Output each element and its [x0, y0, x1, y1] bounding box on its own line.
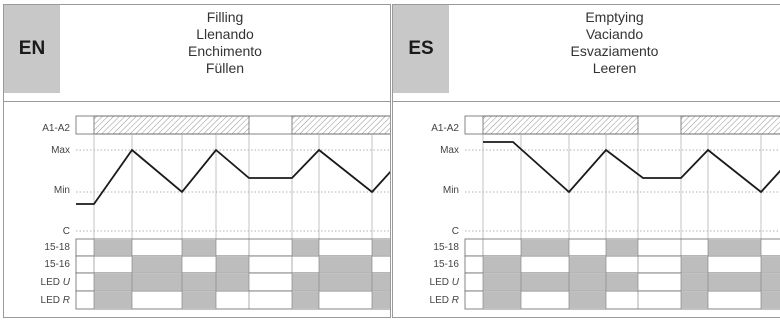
timing-diagram-filling: A1-A2 Max Min C 15-18 15-16 LED U LED R [41, 115, 390, 310]
level-waveform [76, 148, 390, 205]
lane-label-max: Max [440, 145, 459, 156]
relay-on-segment [521, 240, 569, 255]
title-line: Füllen [205, 60, 245, 76]
title-block-emptying: Emptying Vaciando Esvaziamento Leeren [449, 9, 780, 77]
title-block-filling: Filling Llenando Enchimento Füllen [60, 9, 390, 77]
title-line: Emptying [585, 9, 644, 25]
relay-on-segment [94, 240, 132, 255]
header-divider [4, 101, 390, 102]
relay-on-segment [216, 257, 249, 272]
supply-on-segment [291, 115, 390, 135]
relay-on-segment [483, 274, 638, 290]
supply-on-segment [482, 115, 639, 135]
lane-label-min: Min [443, 185, 459, 196]
relay-on-segment [569, 292, 606, 308]
led-label: LED [430, 295, 449, 306]
header-divider [393, 101, 780, 102]
lane-label-15-18: 15-18 [433, 242, 459, 253]
led-label: LED [430, 277, 449, 288]
supply-on-segment [93, 115, 250, 135]
lane-label-15-16: 15-16 [433, 259, 459, 270]
title-line: Leeren [592, 60, 637, 76]
led-label: LED [41, 295, 60, 306]
panel-emptying: ES Emptying Vaciando Esvaziamento Leeren… [392, 4, 780, 318]
title-line: Filling [206, 9, 244, 25]
relay-on-segment [182, 240, 216, 255]
relay-on-segment [606, 240, 638, 255]
relay-on-segment [569, 257, 606, 272]
relay-on-segment [372, 240, 390, 255]
lane-label-15-18: 15-18 [44, 242, 70, 253]
relay-on-segment [292, 240, 319, 255]
lane-label-15-16: 15-16 [44, 259, 70, 270]
led-u-letter: U [452, 277, 460, 288]
led-u-letter: U [63, 277, 71, 288]
level-waveform [483, 141, 780, 194]
relay-on-segment [292, 274, 390, 290]
relay-on-segment [132, 257, 182, 272]
panel-filling: EN Filling Llenando Enchimento Füllen A1… [3, 4, 391, 318]
led-r-letter: R [452, 295, 459, 306]
relay-on-segment [681, 292, 708, 308]
timing-diagram-emptying: A1-A2 Max Min C 15-18 15-16 LED U LED R [430, 115, 780, 310]
relay-on-segment [94, 292, 132, 308]
supply-on-segment [680, 115, 780, 135]
led-r-letter: R [63, 295, 70, 306]
lane-label-c: C [63, 226, 70, 237]
lane-label-a1a2: A1-A2 [42, 123, 70, 134]
title-line: Enchimento [188, 43, 262, 59]
lane-label-min: Min [54, 185, 70, 196]
language-tab-en: EN [4, 5, 60, 93]
language-tab-es: ES [393, 5, 449, 93]
lane-label-c: C [452, 226, 459, 237]
relay-on-segment [483, 257, 521, 272]
relay-on-segment [319, 257, 372, 272]
lane-label-led-u: LED U [41, 277, 71, 288]
lane-label-led-r: LED R [430, 295, 459, 306]
relay-on-segment [372, 292, 390, 308]
lane-label-led-u: LED U [430, 277, 460, 288]
title-line: Vaciando [585, 26, 644, 42]
relay-on-segment [483, 292, 521, 308]
lane-label-max: Max [51, 145, 70, 156]
led-label: LED [41, 277, 60, 288]
lane-label-led-r: LED R [41, 295, 70, 306]
relay-on-segment [761, 292, 780, 308]
relay-on-segment [681, 274, 780, 290]
relay-on-segment [94, 274, 249, 290]
title-line: Llenando [196, 26, 254, 42]
relay-on-segment [708, 240, 761, 255]
relay-on-segment [292, 292, 319, 308]
relay-on-segment [681, 257, 708, 272]
relay-on-segment [182, 292, 216, 308]
title-line: Esvaziamento [570, 43, 659, 59]
lane-label-a1a2: A1-A2 [431, 123, 459, 134]
relay-on-segment [761, 257, 780, 272]
